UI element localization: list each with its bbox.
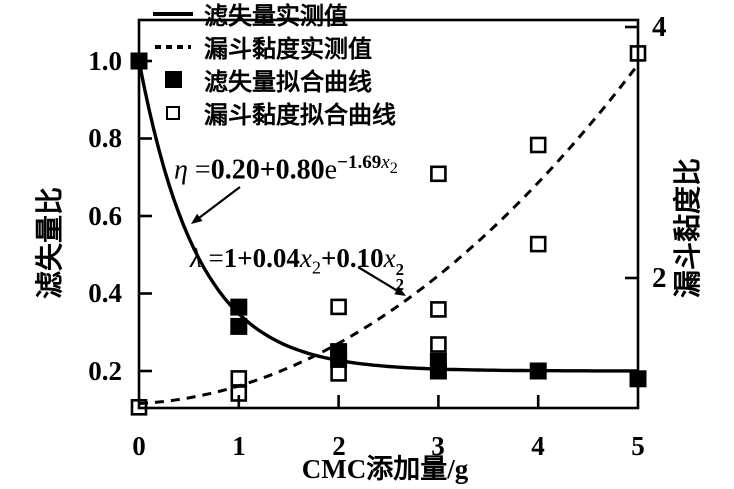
x-tick-label-2: 2 [332, 431, 346, 461]
annotation-arrows [191, 186, 406, 296]
legend-label: 漏斗黏度实测值 [204, 36, 372, 63]
filled-square-icon [150, 71, 196, 88]
legend-item-dashed: 漏斗黏度实测值 [150, 30, 396, 63]
dashed-curve [138, 63, 640, 405]
legend-label: 滤失量实测值 [204, 3, 348, 30]
equation-lambda: λ =1+0.04x2+0.10x 2 2 [190, 243, 404, 295]
left-axis-title: 滤失量比 [34, 187, 65, 300]
open-square-icon [150, 105, 196, 120]
left-tick-label-0.6: 0.6 [88, 201, 122, 231]
series-filled-square [130, 52, 647, 388]
right-axis-title: 漏斗黏度比 [672, 158, 703, 299]
solid-line-icon [150, 11, 196, 16]
legend-label: 漏斗黏度拟合曲线 [204, 102, 396, 129]
x-tick-label-3: 3 [431, 431, 445, 461]
x-tick-label-5: 5 [631, 431, 645, 461]
dashed-line-icon [150, 44, 196, 49]
left-tick-label-0.8: 0.8 [88, 123, 122, 153]
left-tick-label-0.4: 0.4 [88, 278, 122, 308]
legend-item-open-square: 漏斗黏度拟合曲线 [150, 96, 396, 129]
left-tick-label-0.2: 0.2 [88, 356, 122, 386]
x-axis-title: CMC添加量/g [301, 454, 469, 484]
legend-item-solid: 滤失量实测值 [150, 0, 396, 30]
x-tick-label-1: 1 [232, 431, 246, 461]
series-open-square [130, 45, 647, 416]
legend-item-filled-square: 滤失量拟合曲线 [150, 63, 396, 96]
right-tick-label-2: 2 [652, 262, 667, 294]
equation-eta: η =0.20+0.80e−1.69x2 [174, 152, 398, 186]
x-tick-label-4: 4 [531, 431, 545, 461]
legend-label: 滤失量拟合曲线 [204, 69, 372, 96]
solid-curve [137, 60, 638, 373]
right-tick-label-4: 4 [652, 11, 667, 43]
axes-frame [137, 18, 640, 410]
left-tick-label-1.0: 1.0 [88, 46, 122, 76]
x-tick-label-0: 0 [132, 431, 146, 461]
legend: 滤失量实测值 漏斗黏度实测值 滤失量拟合曲线 漏斗黏度拟合曲线 [150, 0, 396, 129]
